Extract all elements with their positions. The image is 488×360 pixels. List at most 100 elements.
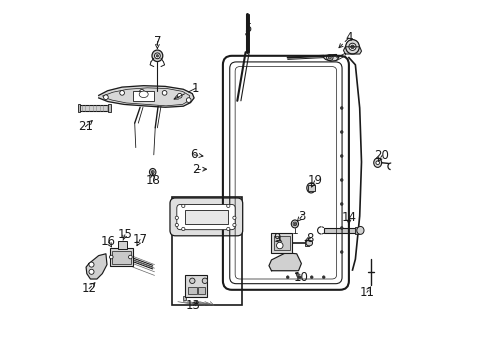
Text: 19: 19 bbox=[306, 174, 322, 187]
Bar bbox=[78, 104, 80, 112]
Ellipse shape bbox=[285, 276, 288, 279]
Ellipse shape bbox=[340, 203, 343, 206]
Polygon shape bbox=[268, 253, 301, 271]
Text: 18: 18 bbox=[145, 174, 160, 187]
Ellipse shape bbox=[322, 276, 325, 279]
Ellipse shape bbox=[139, 90, 144, 94]
Ellipse shape bbox=[89, 269, 94, 274]
Ellipse shape bbox=[340, 131, 343, 134]
Bar bbox=[133, 91, 154, 101]
Ellipse shape bbox=[226, 228, 229, 231]
Ellipse shape bbox=[182, 204, 184, 207]
Ellipse shape bbox=[177, 94, 182, 98]
Ellipse shape bbox=[154, 53, 160, 59]
Ellipse shape bbox=[373, 158, 381, 167]
Text: 8: 8 bbox=[306, 232, 313, 245]
Ellipse shape bbox=[120, 91, 124, 95]
Ellipse shape bbox=[232, 223, 236, 227]
Ellipse shape bbox=[149, 168, 156, 176]
Bar bbox=[171, 197, 242, 305]
Ellipse shape bbox=[292, 222, 296, 226]
Text: 2: 2 bbox=[192, 163, 199, 176]
Bar bbox=[323, 228, 355, 233]
Polygon shape bbox=[323, 55, 338, 61]
Ellipse shape bbox=[162, 91, 166, 95]
Ellipse shape bbox=[309, 276, 312, 279]
Ellipse shape bbox=[356, 226, 363, 234]
Ellipse shape bbox=[309, 187, 311, 189]
Ellipse shape bbox=[298, 276, 301, 279]
Text: 14: 14 bbox=[341, 211, 356, 224]
Text: 16: 16 bbox=[101, 235, 116, 248]
Ellipse shape bbox=[186, 98, 191, 102]
Text: 9: 9 bbox=[273, 232, 280, 245]
Text: 10: 10 bbox=[293, 271, 308, 284]
Ellipse shape bbox=[232, 216, 236, 220]
Bar bbox=[273, 236, 289, 250]
Bar bbox=[118, 241, 126, 249]
Ellipse shape bbox=[152, 172, 153, 173]
Polygon shape bbox=[343, 47, 361, 54]
Bar bbox=[108, 104, 110, 112]
Bar bbox=[185, 275, 207, 297]
Ellipse shape bbox=[345, 40, 359, 54]
Ellipse shape bbox=[175, 223, 178, 227]
Ellipse shape bbox=[151, 171, 154, 174]
Ellipse shape bbox=[182, 228, 184, 231]
Text: 7: 7 bbox=[153, 35, 161, 48]
Ellipse shape bbox=[348, 43, 355, 50]
Ellipse shape bbox=[152, 50, 163, 62]
Ellipse shape bbox=[340, 226, 343, 229]
Text: 17: 17 bbox=[132, 233, 147, 246]
Text: 20: 20 bbox=[374, 149, 388, 162]
Ellipse shape bbox=[109, 255, 113, 259]
Ellipse shape bbox=[340, 107, 343, 109]
Polygon shape bbox=[99, 86, 194, 107]
Ellipse shape bbox=[375, 161, 379, 165]
Ellipse shape bbox=[103, 95, 108, 100]
Ellipse shape bbox=[340, 251, 343, 253]
Ellipse shape bbox=[340, 154, 343, 157]
Ellipse shape bbox=[306, 183, 315, 193]
Bar bbox=[185, 210, 227, 224]
Ellipse shape bbox=[175, 216, 178, 220]
Text: 5: 5 bbox=[243, 22, 250, 35]
Text: 21: 21 bbox=[78, 120, 93, 133]
Bar bbox=[197, 287, 204, 294]
Text: 15: 15 bbox=[117, 228, 132, 241]
Bar bbox=[271, 233, 292, 253]
Ellipse shape bbox=[305, 240, 312, 246]
Ellipse shape bbox=[294, 223, 295, 225]
Ellipse shape bbox=[276, 242, 283, 249]
Text: 4: 4 bbox=[345, 31, 352, 44]
Bar bbox=[79, 105, 109, 111]
Ellipse shape bbox=[89, 262, 94, 267]
Ellipse shape bbox=[128, 255, 132, 259]
Ellipse shape bbox=[328, 56, 330, 59]
Bar bbox=[354, 227, 358, 234]
Bar bbox=[305, 240, 309, 246]
Polygon shape bbox=[86, 254, 107, 279]
Bar bbox=[307, 185, 314, 191]
Text: 6: 6 bbox=[190, 148, 198, 161]
Bar bbox=[112, 251, 130, 264]
Ellipse shape bbox=[226, 204, 229, 207]
Bar bbox=[182, 296, 186, 300]
Text: 12: 12 bbox=[81, 282, 96, 295]
Bar bbox=[187, 287, 196, 294]
FancyBboxPatch shape bbox=[170, 198, 242, 236]
Ellipse shape bbox=[189, 278, 195, 284]
Ellipse shape bbox=[202, 278, 207, 284]
Ellipse shape bbox=[340, 179, 343, 181]
Bar bbox=[109, 248, 133, 266]
Text: 13: 13 bbox=[185, 299, 201, 312]
Text: 3: 3 bbox=[298, 210, 305, 222]
Text: 1: 1 bbox=[192, 82, 199, 95]
Text: 11: 11 bbox=[359, 286, 374, 299]
Ellipse shape bbox=[139, 91, 148, 98]
Ellipse shape bbox=[308, 186, 313, 190]
Ellipse shape bbox=[350, 45, 354, 49]
Ellipse shape bbox=[291, 220, 298, 228]
Ellipse shape bbox=[156, 55, 158, 57]
FancyBboxPatch shape bbox=[177, 204, 235, 230]
